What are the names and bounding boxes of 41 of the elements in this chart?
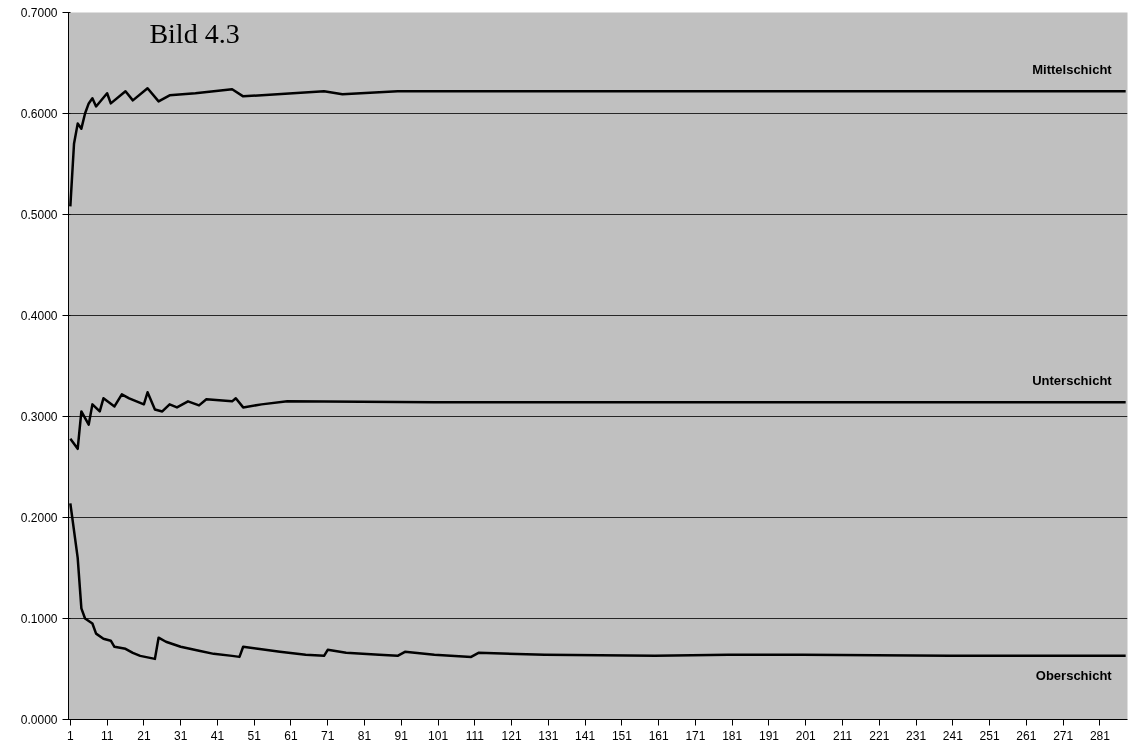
x-tick-label: 241 [942, 728, 964, 743]
series-label: Mittelschicht [1032, 62, 1113, 78]
y-tick-label: 0.7000 [20, 6, 58, 20]
y-tick-label: 0.6000 [20, 107, 58, 121]
x-tick-label: 131 [538, 728, 559, 743]
x-tick-label: 141 [575, 728, 596, 743]
x-tick-label: 151 [611, 728, 633, 743]
x-tick-label: 101 [428, 728, 449, 743]
y-tick-label: 0.0000 [20, 713, 58, 727]
y-tick-label: 0.3000 [20, 410, 58, 424]
x-tick-label: 1 [67, 728, 74, 743]
x-tick-label: 231 [906, 728, 927, 743]
y-tick-label: 0.2000 [20, 511, 58, 525]
x-tick-label: 121 [501, 728, 522, 743]
series-label: Oberschicht [1035, 667, 1113, 683]
x-tick-label: 61 [284, 728, 298, 743]
chart-title: Bild 4.3 [149, 17, 240, 49]
x-tick-label: 111 [465, 728, 485, 743]
x-tick-label: 71 [321, 728, 335, 743]
x-tick-label: 31 [173, 728, 188, 743]
x-tick-label: 21 [137, 728, 151, 743]
x-tick-label: 51 [247, 728, 262, 743]
x-tick-label: 161 [648, 728, 670, 743]
y-tick-label: 0.5000 [20, 208, 58, 222]
x-tick-label: 171 [685, 728, 706, 743]
x-tick-label: 181 [722, 728, 743, 743]
x-tick-label: 251 [979, 728, 1000, 743]
x-tick-label: 281 [1089, 728, 1111, 743]
x-tick-label: 201 [795, 728, 817, 743]
x-tick-label: 91 [394, 728, 409, 743]
x-tick-label: 191 [758, 728, 780, 743]
x-tick-label: 221 [869, 728, 890, 743]
x-tick-label: 271 [1053, 728, 1074, 743]
x-tick-label: 41 [210, 728, 225, 743]
x-tick-label: 11 [100, 728, 114, 743]
x-tick-label: 81 [357, 728, 372, 743]
x-tick-label: 211 [832, 728, 853, 743]
x-tick-label: 261 [1016, 728, 1037, 743]
series-label: Unterschicht [1032, 373, 1113, 389]
y-tick-label: 0.4000 [20, 309, 58, 323]
y-tick-label: 0.1000 [20, 612, 58, 626]
